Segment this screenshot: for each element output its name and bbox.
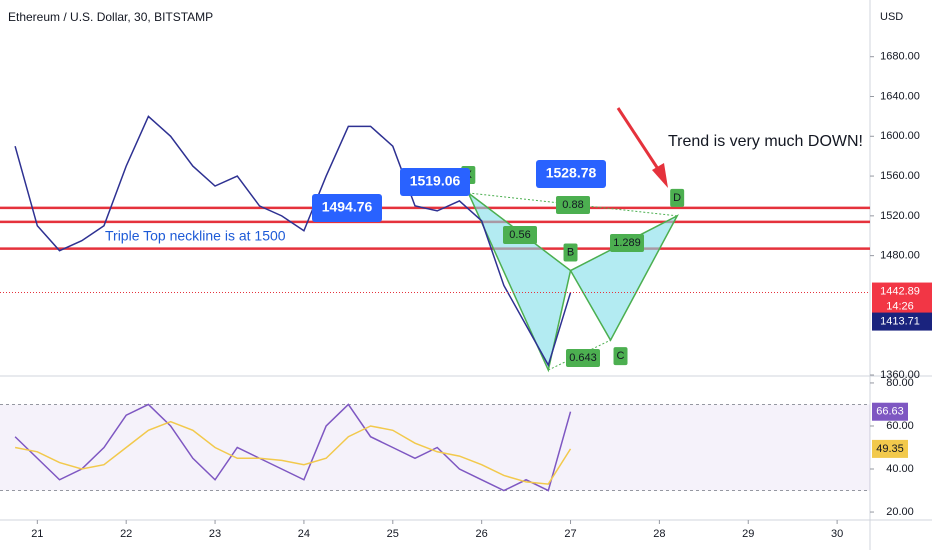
callout-label: 1519.06 [410,173,461,189]
x-tick-label: 25 [387,528,399,540]
x-tick-label: 23 [209,528,221,540]
pattern-dashed [548,339,611,371]
last-price-box [872,282,932,317]
ratio-box [556,196,590,214]
x-tick-label: 30 [831,528,843,540]
x-tick-label: 29 [742,528,754,540]
pattern-label: D [673,192,681,204]
ratio-label: 0.88 [562,199,583,211]
price-callout [536,160,606,188]
ratio-label: 0.56 [509,229,530,241]
y-tick-label: 1480.00 [880,250,920,262]
chart-title: Ethereum / U.S. Dollar, 30, BITSTAMP [8,10,213,24]
x-tick-label: 28 [653,528,665,540]
countdown: 14:26 [886,300,914,312]
rsi-band [0,404,870,491]
callout-label: 1494.76 [322,199,373,215]
y-tick-label: 1600.00 [880,130,920,142]
ratio-box [610,234,644,252]
y-tick-label: 20.00 [886,506,914,518]
y-tick-label: 80.00 [886,377,914,389]
pattern-label-box [613,347,628,366]
x-tick-label: 26 [476,528,488,540]
callout-label: 1528.78 [546,165,597,181]
value-label: 66.63 [876,406,904,418]
x-tick-label: 24 [298,528,310,540]
y-axis-label: USD [880,11,903,23]
y-tick-label: 40.00 [886,463,914,475]
ratio-box [566,349,600,367]
pattern-label-box [563,243,578,262]
y-tick-label: 1640.00 [880,90,920,102]
pattern-label: C [617,350,625,362]
pattern-label-box [670,188,685,207]
value-box [872,439,908,458]
value-label: 49.35 [876,443,904,455]
y-tick-label: 60.00 [886,420,914,432]
value-box [872,402,908,421]
arrow-head [652,163,668,188]
x-tick-label: 22 [120,528,132,540]
ratio-box [503,226,537,244]
last-price: 1442.89 [880,285,920,297]
annotation: Trend is very much DOWN! [668,133,863,150]
y-tick-label: 1680.00 [880,51,920,63]
y-tick-label: 1520.00 [880,210,920,222]
ma-label: 1413.71 [880,315,920,327]
ma-box [872,312,932,331]
series-line [14,115,572,367]
price-callout [400,168,470,196]
ratio-label: 1.289 [613,237,641,249]
x-tick-label: 27 [564,528,576,540]
y-tick-label: 1560.00 [880,170,920,182]
series-line [14,420,572,485]
y-tick-label: 1360.00 [880,369,920,381]
x-tick-label: 21 [31,528,43,540]
arrow [616,107,662,173]
pattern-label: B [567,246,574,258]
series-line [14,403,572,492]
price-callout [312,194,382,222]
ratio-label: 0.643 [569,352,597,364]
annotation: Triple Top neckline is at 1500 [105,228,286,244]
